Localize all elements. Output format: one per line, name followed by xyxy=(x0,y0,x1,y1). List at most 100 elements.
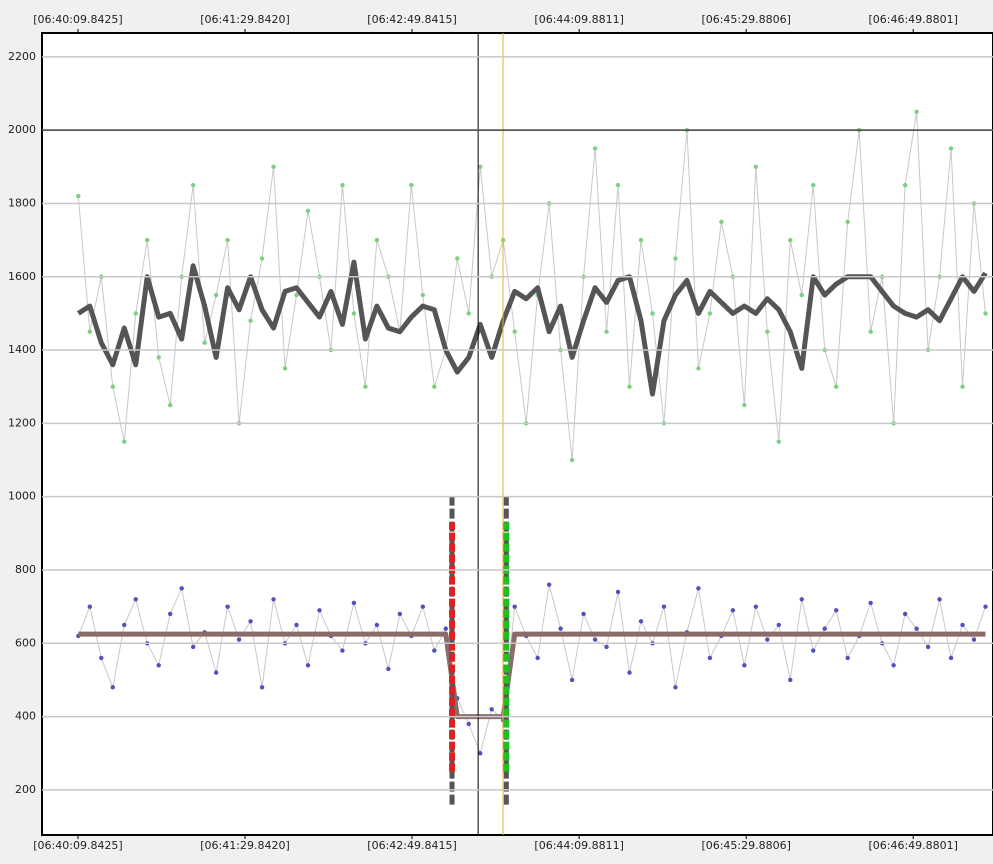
data-point xyxy=(914,109,919,115)
data-point xyxy=(971,637,977,642)
data-point xyxy=(271,597,276,602)
x-tick-label: [06:46:49.8801] xyxy=(868,839,957,852)
data-point xyxy=(110,685,115,690)
x-tick-label: [06:45:29.8806] xyxy=(701,13,790,26)
data-point xyxy=(960,622,965,628)
data-point xyxy=(592,637,598,642)
data-point xyxy=(638,619,644,624)
y-tick-label: 1000 xyxy=(8,490,36,503)
data-point xyxy=(834,384,839,389)
data-point xyxy=(87,329,93,334)
data-point xyxy=(983,311,988,316)
data-point xyxy=(661,604,667,609)
data-point xyxy=(673,256,678,261)
data-point xyxy=(190,182,196,188)
data-point xyxy=(960,384,965,389)
series-line xyxy=(77,584,986,754)
y-tick-label: 1200 xyxy=(8,416,36,429)
data-point xyxy=(225,604,230,609)
x-tick-label: [06:40:09.8425] xyxy=(33,13,122,26)
y-tick-label: 1600 xyxy=(8,270,36,283)
y-tick-label: 400 xyxy=(15,710,36,723)
data-point xyxy=(891,663,896,668)
data-point xyxy=(397,611,403,617)
data-point xyxy=(76,193,81,199)
data-point xyxy=(776,439,781,444)
data-point xyxy=(673,685,678,690)
data-point xyxy=(512,604,517,609)
data-point xyxy=(478,751,483,756)
data-point xyxy=(834,608,839,613)
data-point xyxy=(765,637,770,642)
data-point xyxy=(707,655,713,661)
data-point xyxy=(753,604,759,609)
data-point xyxy=(340,648,345,653)
data-point xyxy=(592,146,598,151)
x-tick-label: [06:41:29.8420] xyxy=(200,839,289,852)
data-point xyxy=(156,355,161,360)
data-point xyxy=(546,582,552,587)
data-point xyxy=(696,366,701,371)
data-point xyxy=(811,648,816,653)
trend-line xyxy=(78,631,986,720)
data-point xyxy=(650,311,655,316)
data-point xyxy=(707,311,713,316)
data-point xyxy=(811,182,816,188)
data-point xyxy=(133,597,138,602)
data-point xyxy=(420,604,426,609)
data-point xyxy=(190,644,196,650)
data-point xyxy=(363,384,368,389)
data-point xyxy=(374,622,380,628)
data-point xyxy=(167,611,173,617)
marks xyxy=(76,33,988,835)
data-point xyxy=(156,663,161,668)
data-point xyxy=(87,604,93,609)
data-point xyxy=(225,237,230,243)
data-point xyxy=(788,677,793,683)
data-point xyxy=(902,611,908,617)
data-point xyxy=(845,655,850,661)
y-tick-label: 2000 xyxy=(8,123,36,136)
data-point xyxy=(615,182,621,188)
data-point xyxy=(937,597,942,602)
data-point xyxy=(305,208,311,213)
y-tick-label: 2200 xyxy=(8,50,36,63)
trend-line xyxy=(76,259,988,397)
data-point xyxy=(742,402,747,408)
data-point xyxy=(351,311,357,316)
data-point xyxy=(202,340,207,345)
data-point xyxy=(914,626,919,631)
data-point xyxy=(466,311,471,316)
y-tick-label: 1400 xyxy=(8,343,36,356)
data-point xyxy=(213,670,219,675)
x-tick-label: [06:41:29.8420] xyxy=(200,13,289,26)
y-tick-label: 1800 xyxy=(8,196,36,209)
data-point xyxy=(581,611,586,617)
data-point xyxy=(868,329,873,334)
data-point xyxy=(558,626,563,631)
series-line xyxy=(77,111,986,461)
data-point xyxy=(259,256,265,261)
data-point xyxy=(696,586,701,591)
data-point xyxy=(799,292,804,298)
data-point xyxy=(489,707,494,712)
data-point xyxy=(788,237,793,243)
data-point xyxy=(340,182,345,188)
data-point xyxy=(167,402,173,408)
data-point xyxy=(765,329,770,334)
data-point xyxy=(466,721,471,727)
data-point xyxy=(236,637,242,642)
data-point xyxy=(248,318,253,323)
data-point xyxy=(305,663,311,668)
x-tick-label: [06:44:09.8811] xyxy=(534,839,623,852)
data-point xyxy=(432,384,437,389)
data-point xyxy=(638,237,644,243)
data-point xyxy=(122,439,127,444)
data-point xyxy=(294,622,299,628)
data-point xyxy=(569,677,575,683)
x-tick-label: [06:46:49.8801] xyxy=(868,13,957,26)
data-point xyxy=(730,608,736,613)
data-point xyxy=(145,237,150,243)
data-point xyxy=(213,292,219,298)
